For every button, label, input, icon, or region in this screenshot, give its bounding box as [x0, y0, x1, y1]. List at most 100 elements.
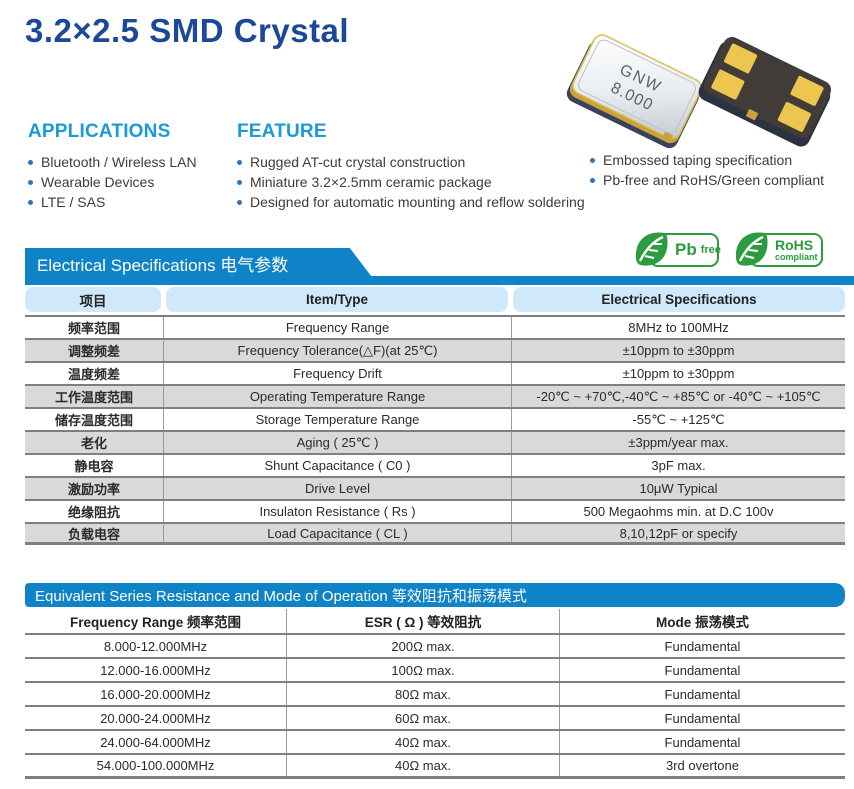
list-item-label: Miniature 3.2×2.5mm ceramic package — [250, 174, 492, 190]
row-label: 静电容 — [25, 455, 164, 476]
row-spec: 10μW Typical — [639, 481, 718, 496]
list-item: Embossed taping specification — [590, 150, 824, 170]
row-label: 老化 — [25, 432, 164, 453]
bullet-icon — [237, 180, 242, 185]
table-row: 20.000-24.000MHz 60Ω max. Fundamental — [25, 707, 845, 731]
applications-section: APPLICATIONS Bluetooth / Wireless LAN We… — [28, 121, 197, 212]
leaf-icon — [735, 232, 768, 266]
list-item-label: Rugged AT-cut crystal construction — [250, 154, 466, 170]
crystal-product-images: GNW 8.000 — [566, 34, 832, 149]
bullet-icon — [28, 200, 33, 205]
list-item-label: Wearable Devices — [41, 174, 155, 190]
list-item: Miniature 3.2×2.5mm ceramic package — [237, 172, 585, 192]
row-item: Shunt Capacitance ( C0 ) — [164, 455, 512, 476]
rohs-badge: RoHS compliant — [735, 231, 823, 268]
row-spec: ±10ppm to ±30ppm — [622, 366, 735, 381]
list-item-label: Designed for automatic mounting and refl… — [250, 194, 585, 210]
esr-table: Frequency Range 频率范围 ESR ( Ω ) 等效阻抗 Mode… — [25, 609, 845, 779]
row-mode: Fundamental — [664, 710, 741, 726]
row-frequency-range: 16.000-20.000MHz — [25, 683, 287, 705]
row-label: 负载电容 — [25, 524, 164, 542]
row-item: Load Capacitance ( CL ) — [164, 524, 512, 542]
list-item-label: Embossed taping specification — [603, 152, 793, 168]
row-label: 储存温度范围 — [25, 409, 164, 430]
table-row: 绝缘阻抗 Insulaton Resistance ( Rs ) 500 Meg… — [25, 499, 845, 522]
row-spec: -55℃ ~ +125℃ — [632, 411, 725, 427]
list-item: LTE / SAS — [28, 192, 197, 212]
column-header: 项目 — [25, 287, 161, 312]
row-mode: Fundamental — [664, 662, 741, 678]
row-item: Frequency Range — [164, 317, 512, 338]
row-spec: 3pF max. — [651, 458, 706, 473]
row-spec: 8,10,12pF or specify — [619, 525, 738, 541]
table-row: 老化 Aging ( 25℃ ) ±3ppm/year max. — [25, 430, 845, 453]
table-row: 频率范围 Frequency Range 8MHz to 100MHz — [25, 315, 845, 338]
list-item: Pb-free and RoHS/Green compliant — [590, 170, 824, 190]
row-label: 温度频差 — [25, 363, 164, 384]
table-row: 24.000-64.000MHz 40Ω max. Fundamental — [25, 731, 845, 755]
table-row: 54.000-100.000MHz 40Ω max. 3rd overtone — [25, 755, 845, 779]
table-row: 12.000-16.000MHz 100Ω max. Fundamental — [25, 659, 845, 683]
leaf-icon — [635, 232, 668, 266]
row-mode: Fundamental — [664, 638, 741, 654]
table-header-row: Frequency Range 频率范围 ESR ( Ω ) 等效阻抗 Mode… — [25, 609, 845, 635]
row-frequency-range: 24.000-64.000MHz — [25, 731, 287, 753]
row-frequency-range: 54.000-100.000MHz — [25, 755, 287, 776]
row-esr: 60Ω max. — [287, 707, 560, 729]
table-row: 储存温度范围 Storage Temperature Range -55℃ ~ … — [25, 407, 845, 430]
row-spec: -20℃ ~ +70℃,-40℃ ~ +85℃ or -40℃ ~ +105℃ — [536, 388, 821, 404]
bullet-icon — [237, 200, 242, 205]
row-item: Operating Temperature Range — [164, 386, 512, 407]
row-spec: 500 Megaohms min. at D.C 100v — [583, 504, 774, 519]
row-spec: ±10ppm to ±30ppm — [622, 343, 735, 358]
feature-extra-section: Embossed taping specification Pb-free an… — [590, 150, 824, 190]
list-item-label: Pb-free and RoHS/Green compliant — [603, 172, 824, 188]
bullet-icon — [590, 178, 595, 183]
table-row: 8.000-12.000MHz 200Ω max. Fundamental — [25, 635, 845, 659]
banner-underline — [25, 276, 854, 285]
rohs-badge-sublabel: compliant — [775, 252, 818, 262]
row-label: 工作温度范围 — [25, 386, 164, 407]
row-frequency-range: 12.000-16.000MHz — [25, 659, 287, 681]
rohs-badge-label: RoHS — [775, 237, 814, 253]
column-header: Electrical Specifications — [513, 287, 845, 312]
crystal-bottom-image — [698, 37, 832, 147]
row-label: 调整频差 — [25, 340, 164, 361]
table-row: 激励功率 Drive Level 10μW Typical — [25, 476, 845, 499]
electrical-specs-table: 项目 Item/Type Electrical Specifications 频… — [25, 287, 845, 545]
row-item: Frequency Drift — [164, 363, 512, 384]
table-row: 工作温度范围 Operating Temperature Range -20℃ … — [25, 384, 845, 407]
list-item: Rugged AT-cut crystal construction — [237, 152, 585, 172]
feature-heading: FEATURE — [237, 121, 327, 142]
pb-free-badge-sublabel: free — [700, 244, 721, 256]
electrical-specs-title: Electrical Specifications 电气参数 — [25, 248, 378, 285]
list-item: Designed for automatic mounting and refl… — [237, 192, 585, 212]
column-header: ESR ( Ω ) 等效阻抗 — [287, 609, 560, 633]
electrical-specs-banner: Electrical Specifications 电气参数 — [25, 248, 854, 285]
column-header: Mode 振荡模式 — [656, 615, 749, 630]
table-row: 负载电容 Load Capacitance ( CL ) 8,10,12pF o… — [25, 522, 845, 545]
table-row: 调整频差 Frequency Tolerance(△F)(at 25℃) ±10… — [25, 338, 845, 361]
row-item: Drive Level — [164, 478, 512, 499]
column-header: Frequency Range 频率范围 — [25, 609, 287, 633]
bullet-icon — [28, 160, 33, 165]
row-esr: 100Ω max. — [287, 659, 560, 681]
row-mode: Fundamental — [664, 734, 741, 750]
page-title: 3.2×2.5 SMD Crystal — [25, 12, 350, 49]
row-frequency-range: 20.000-24.000MHz — [25, 707, 287, 729]
table-row: 静电容 Shunt Capacitance ( C0 ) 3pF max. — [25, 453, 845, 476]
bullet-icon — [590, 158, 595, 163]
row-esr: 200Ω max. — [287, 635, 560, 657]
table-row: 温度频差 Frequency Drift ±10ppm to ±30ppm — [25, 361, 845, 384]
row-mode: Fundamental — [664, 686, 741, 702]
row-item: Storage Temperature Range — [164, 409, 512, 430]
column-header: Item/Type — [166, 287, 508, 312]
row-item: Frequency Tolerance(△F)(at 25℃) — [164, 340, 512, 361]
crystal-top-image: GNW 8.000 — [566, 34, 702, 149]
list-item: Wearable Devices — [28, 172, 197, 192]
bullet-icon — [237, 160, 242, 165]
applications-heading: APPLICATIONS — [28, 121, 171, 142]
row-label: 激励功率 — [25, 478, 164, 499]
pb-free-badge-label: Pb — [675, 240, 697, 259]
